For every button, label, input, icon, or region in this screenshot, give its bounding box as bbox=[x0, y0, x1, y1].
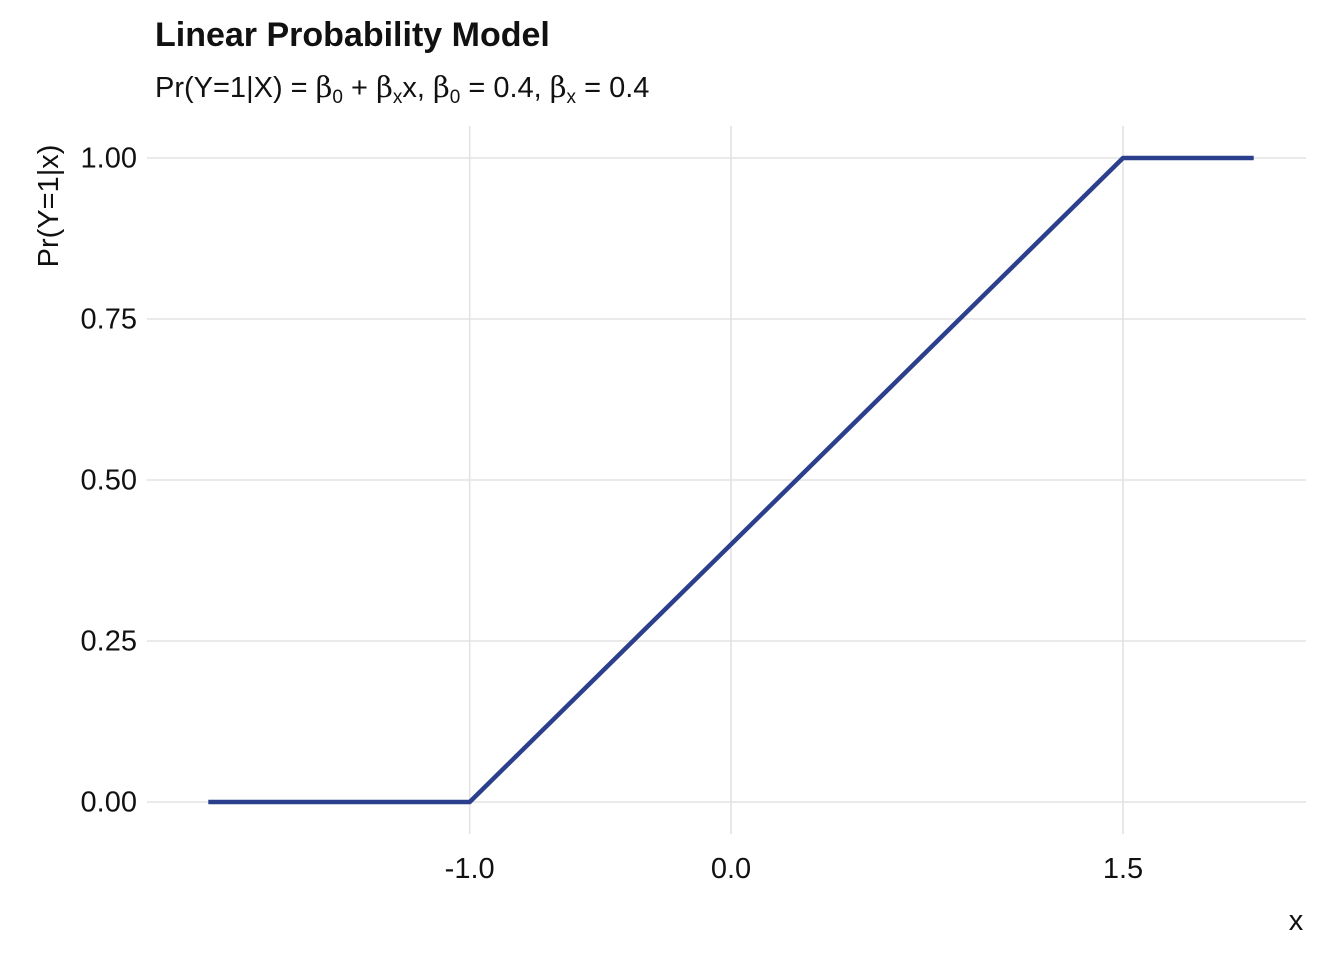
y-tick-label-3: 0.75 bbox=[81, 304, 137, 336]
subtitle-beta-x: β bbox=[376, 70, 393, 104]
y-tick-label-4: 1.00 bbox=[81, 143, 137, 175]
chart-title: Linear Probability Model bbox=[155, 16, 550, 54]
x-tick-label-1: 0.0 bbox=[711, 853, 751, 885]
y-gridlines bbox=[147, 157, 1306, 803]
subtitle-sub-x: x bbox=[392, 87, 403, 108]
chart-subtitle: Pr(Y=1|X) = β0 + βxx, β0 = 0.4, βx = 0.4 bbox=[155, 70, 650, 108]
subtitle-beta-x-value: β bbox=[549, 70, 567, 104]
y-tick-label-0: 0.00 bbox=[81, 787, 137, 819]
subtitle-sub-0-value: 0 bbox=[449, 87, 461, 108]
series-layer bbox=[208, 155, 1254, 805]
y-tick-label-2: 0.50 bbox=[81, 465, 137, 497]
subtitle-eq-b0: = 0.4, bbox=[460, 72, 550, 104]
subtitle-plus: + bbox=[343, 72, 377, 104]
y-axis-label: Pr(Y=1|x) bbox=[33, 145, 65, 268]
subtitle-eq-bx: = 0.4 bbox=[576, 72, 650, 104]
y-tick-label-1: 0.25 bbox=[81, 626, 137, 658]
subtitle-x-term: x, bbox=[402, 72, 433, 104]
x-tick-labels: -1.0 0.0 1.5 bbox=[445, 853, 1143, 885]
x-tick-label-0: -1.0 bbox=[445, 853, 495, 885]
subtitle-sub-0: 0 bbox=[332, 87, 343, 108]
subtitle-sub-x-value: x bbox=[566, 87, 577, 108]
subtitle-beta-0-value: β bbox=[432, 70, 450, 104]
subtitle-beta-0: β bbox=[315, 70, 333, 104]
series-line-0 bbox=[208, 155, 1254, 805]
subtitle-lead: Pr(Y=1|X) = bbox=[155, 72, 316, 104]
y-tick-labels: 0.00 0.25 0.50 0.75 1.00 bbox=[81, 143, 137, 819]
x-tick-label-2: 1.5 bbox=[1103, 853, 1143, 885]
x-axis-label: x bbox=[1289, 905, 1304, 937]
